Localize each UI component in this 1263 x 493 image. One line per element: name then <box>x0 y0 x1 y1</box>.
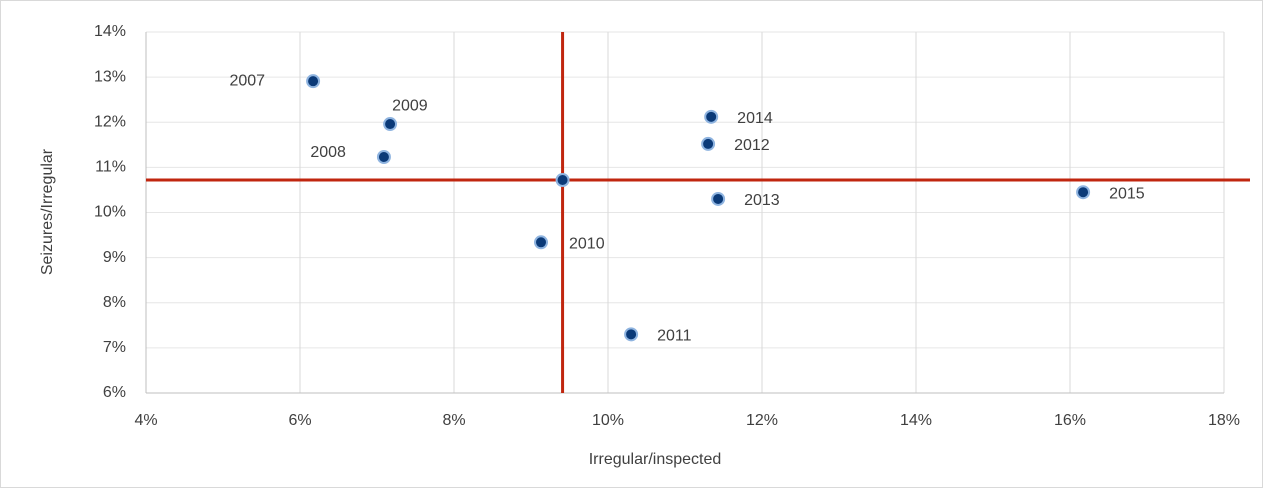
point-label: 2014 <box>737 110 773 127</box>
y-tick-label: 13% <box>94 68 126 85</box>
y-tick-label: 9% <box>103 249 126 266</box>
y-tick-label: 12% <box>94 113 126 130</box>
data-point <box>376 149 391 164</box>
data-point <box>534 235 549 250</box>
point-label: 2013 <box>744 192 780 209</box>
x-tick-label: 10% <box>592 412 624 429</box>
x-tick-label: 8% <box>442 412 465 429</box>
y-tick-label: 7% <box>103 339 126 356</box>
y-tick-label: 10% <box>94 204 126 221</box>
data-point <box>306 74 321 89</box>
data-point <box>624 327 639 342</box>
y-tick-label: 14% <box>94 23 126 40</box>
data-point <box>1076 185 1091 200</box>
x-axis-title: Irregular/inspected <box>589 451 722 468</box>
x-tick-label: 6% <box>288 412 311 429</box>
x-tick-label: 16% <box>1054 412 1086 429</box>
y-tick-label: 11% <box>95 159 126 176</box>
point-label: 2012 <box>734 137 770 154</box>
data-point <box>711 191 726 206</box>
x-tick-label: 4% <box>134 412 157 429</box>
data-point <box>383 117 398 132</box>
y-tick-label: 8% <box>103 294 126 311</box>
point-label: 2007 <box>229 72 265 89</box>
x-tick-label: 12% <box>746 412 778 429</box>
y-tick-label: 6% <box>103 384 126 401</box>
x-tick-label: 14% <box>900 412 932 429</box>
point-label: 2009 <box>392 97 428 114</box>
point-label: 2011 <box>657 328 692 345</box>
y-axis-title: Seizures/Irregular <box>39 148 56 275</box>
point-label: 2008 <box>310 144 346 161</box>
mean-point <box>555 173 570 188</box>
data-point <box>704 109 719 124</box>
point-label: 2015 <box>1109 185 1145 202</box>
data-point <box>701 136 716 151</box>
point-label: 2010 <box>569 236 605 253</box>
x-tick-label: 18% <box>1208 412 1240 429</box>
